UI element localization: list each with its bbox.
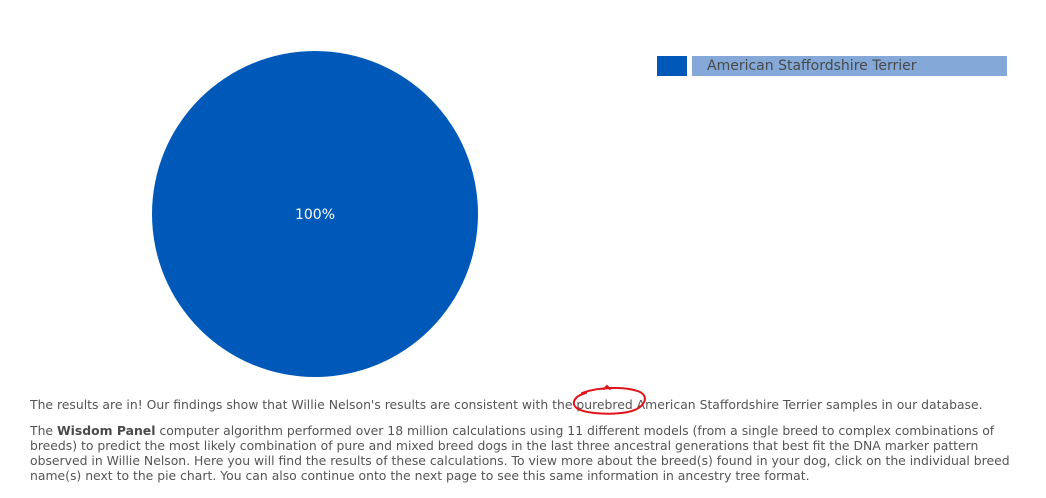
highlighted-word: purebred bbox=[573, 384, 647, 415]
pie-slice-0 bbox=[152, 51, 478, 377]
summary-text-before: The results are in! Our findings show th… bbox=[30, 397, 577, 412]
results-summary: The results are in! Our findings show th… bbox=[30, 384, 1035, 415]
pie-slice-label: 100% bbox=[295, 207, 335, 223]
pie-chart: 100% bbox=[152, 51, 478, 377]
chart-legend: American Staffordshire Terrier bbox=[657, 56, 1007, 76]
detail-body: computer algorithm performed over 18 mil… bbox=[30, 423, 1010, 483]
detail-lead: The bbox=[30, 423, 57, 438]
summary-text-after: American Staffordshire Terrier samples i… bbox=[632, 397, 983, 412]
highlighted-word-text: purebred bbox=[576, 397, 633, 412]
pie-slices bbox=[152, 51, 478, 377]
legend-swatch bbox=[657, 56, 687, 76]
legend-item-american-staffordshire-terrier[interactable]: American Staffordshire Terrier bbox=[692, 56, 1007, 76]
results-detail: The Wisdom Panel computer algorithm perf… bbox=[30, 423, 1035, 483]
wisdom-panel-brand: Wisdom Panel bbox=[56, 423, 156, 438]
